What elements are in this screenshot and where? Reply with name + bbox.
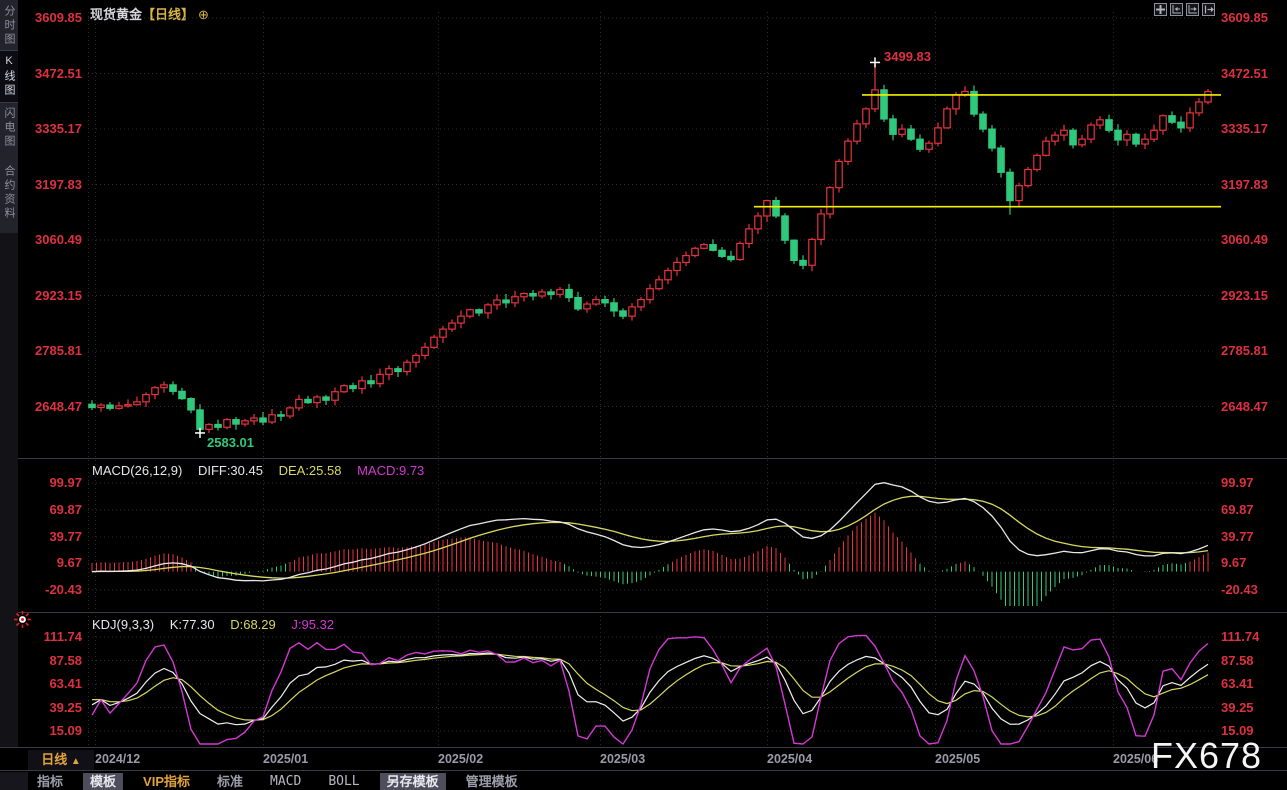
main-axis-label-left: 3060.49 [35, 232, 82, 247]
toolbar-item-0[interactable]: 指标 [37, 773, 64, 789]
main-axis-label-right: 2785.81 [1221, 343, 1268, 358]
main-axis-label-right: 2648.47 [1221, 398, 1268, 414]
toolbar-item-3[interactable]: 标准 [217, 773, 244, 789]
brand-watermark: FX678 [1151, 735, 1263, 776]
period-selector[interactable]: 日线 ▲ [28, 750, 94, 770]
kdj-axis-label-right: 15.09 [1221, 723, 1254, 738]
main-axis-label-left: 2923.15 [35, 287, 82, 303]
toolbar-item-2[interactable]: VIP指标 [143, 773, 190, 789]
main-axis-label-right: 2923.15 [1221, 287, 1268, 303]
toolbar-item-7[interactable]: 管理模板 [465, 773, 518, 789]
exit-chart-icon[interactable] [1202, 3, 1215, 16]
macd-axis-label-left: 99.97 [49, 475, 82, 490]
macd-dea-value: DEA:25.58 [278, 463, 342, 478]
macd-axis-label-right: 39.77 [1221, 529, 1254, 544]
kdj-indicator-row: KDJ(9,3,3) K:77.30 D:68.29 J:95.32 [92, 617, 346, 632]
main-axis-label-left: 2648.47 [35, 398, 82, 414]
macd-axis-label-left: -20.43 [45, 582, 82, 597]
sidebar-tab-contract-info[interactable]: 合约资料 [3, 164, 15, 221]
main-axis-label-right: 3609.85 [1221, 10, 1268, 25]
sidebar-tab-timeline[interactable]: 分时图 [3, 5, 15, 47]
chart-window-controls [1154, 3, 1215, 16]
toolbar-item-1[interactable]: 模板 [83, 772, 124, 790]
main-axis-label-left: 3472.51 [35, 65, 82, 81]
main-axis-label-left: 3197.83 [35, 176, 82, 192]
kdj-axis-label-right: 39.25 [1221, 699, 1254, 715]
sidebar-tab-kline[interactable]: K线图 [0, 50, 18, 103]
kdj-axis-label-left: 39.25 [49, 699, 82, 715]
kdj-axis-label-left: 63.41 [49, 676, 82, 691]
kdj-d-value: D:68.29 [230, 617, 276, 632]
axis-compress-icon[interactable] [1170, 3, 1183, 16]
macd-axis-label-right: -20.43 [1221, 582, 1258, 597]
low-price-annotation: 2583.01 [207, 435, 254, 450]
period-tag: 【日线】 [142, 7, 195, 22]
date-axis-label: 2025/01 [263, 752, 309, 766]
kdj-title: KDJ(9,3,3) [92, 617, 155, 632]
main-axis-label-right: 3060.49 [1221, 232, 1268, 247]
date-axis-label: 2025/03 [600, 752, 646, 766]
macd-axis-label-left: 39.77 [49, 529, 82, 544]
sidebar-tab-lightning[interactable]: 闪电图 [3, 106, 15, 149]
kdj-j-value: J:95.32 [291, 617, 335, 632]
crosshair-tool-icon[interactable] [1154, 3, 1167, 16]
add-indicator-icon[interactable]: ⊕ [198, 7, 209, 22]
main-axis-label-left: 3609.85 [35, 10, 82, 25]
date-axis-label: 2024/12 [95, 752, 141, 766]
kdj-axis-label-left: 15.09 [49, 723, 82, 738]
axis-expand-icon[interactable] [1186, 3, 1199, 16]
main-axis-label-right: 3472.51 [1221, 65, 1268, 81]
macd-axis-label-right: 99.97 [1221, 475, 1254, 490]
date-axis-label: 2025/02 [438, 752, 484, 766]
date-axis-label: 2025/04 [767, 752, 813, 766]
symbol-name: 现货黄金 [90, 7, 143, 22]
bottom-left-spacer [0, 772, 28, 790]
macd-value: MACD:9.73 [357, 463, 425, 478]
kdj-axis-label-right: 111.74 [1221, 629, 1260, 644]
macd-diff-value: DIFF:30.45 [197, 463, 263, 478]
chart-title: 现货黄金【日线】 ⊕ [90, 4, 209, 23]
macd-axis-label-right: 69.87 [1221, 502, 1254, 517]
main-axis-label-left: 2785.81 [35, 343, 82, 358]
toolbar-item-6[interactable]: 另存模板 [379, 772, 446, 790]
period-arrow-icon: ▲ [70, 756, 81, 767]
macd-axis-label-right: 9.67 [1221, 555, 1247, 570]
kdj-axis-label-left: 111.74 [43, 629, 82, 644]
macd-indicator-row: MACD(26,12,9) DIFF:30.45 DEA:25.58 MACD:… [92, 463, 436, 478]
macd-title: MACD(26,12,9) [92, 463, 183, 478]
date-axis-label: 2025/06 [1113, 752, 1159, 766]
indicator-sun-icon[interactable] [13, 610, 32, 629]
high-price-annotation: 3499.83 [884, 49, 931, 64]
main-axis-label-left: 3335.17 [35, 121, 82, 136]
macd-axis-label-left: 69.87 [49, 502, 82, 517]
kdj-k-value: K:77.30 [169, 617, 215, 632]
main-axis-label-right: 3197.83 [1221, 176, 1268, 192]
macd-axis-label-left: 9.67 [56, 555, 82, 570]
kdj-axis-label-left: 87.58 [49, 652, 82, 668]
kdj-axis-label-right: 63.41 [1221, 676, 1254, 691]
bottom-toolbar: 指标 模板 VIP指标 标准 MACD BOLL 另存模板 管理模板 [30, 772, 525, 790]
chart-type-sidebar: 分时图 K线图 闪电图 合约资料 [0, 0, 18, 748]
toolbar-item-4[interactable]: MACD [270, 773, 302, 789]
toolbar-item-5[interactable]: BOLL [328, 773, 360, 789]
kdj-axis-label-right: 87.58 [1221, 652, 1254, 668]
main-axis-label-right: 3335.17 [1221, 121, 1268, 136]
date-axis-label: 2025/05 [935, 752, 981, 766]
period-label: 日线 [41, 752, 68, 767]
